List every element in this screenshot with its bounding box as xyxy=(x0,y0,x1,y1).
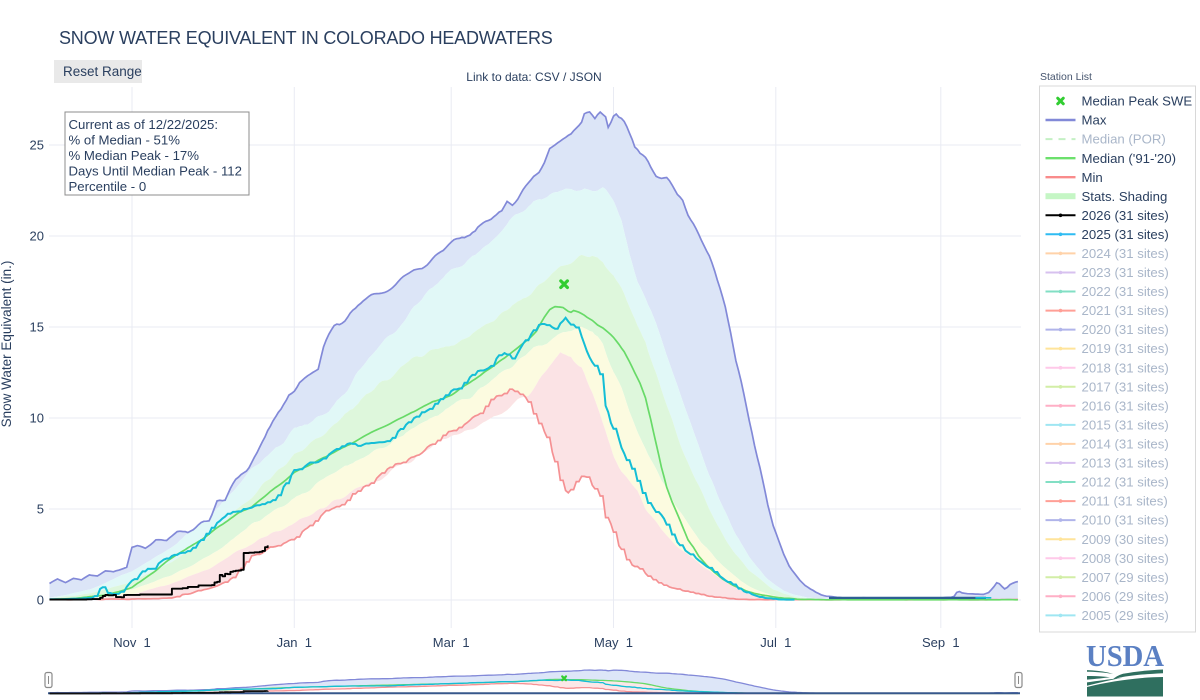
svg-text:Median Peak SWE: Median Peak SWE xyxy=(1082,94,1193,109)
svg-text:Current as of 12/22/2025:: Current as of 12/22/2025: xyxy=(69,117,219,132)
svg-text:2006 (29 sites): 2006 (29 sites) xyxy=(1082,589,1169,604)
svg-text:Percentile - 0: Percentile - 0 xyxy=(69,179,147,194)
svg-text:Max: Max xyxy=(1082,113,1107,128)
svg-text:2013 (31 sites): 2013 (31 sites) xyxy=(1082,456,1169,471)
svg-text:Jul 1: Jul 1 xyxy=(760,635,791,650)
svg-text:2005 (29 sites): 2005 (29 sites) xyxy=(1082,608,1169,623)
svg-text:Days Until Median Peak - 112: Days Until Median Peak - 112 xyxy=(69,164,242,179)
svg-text:2018 (31 sites): 2018 (31 sites) xyxy=(1082,360,1169,375)
svg-text:Nov 1: Nov 1 xyxy=(113,635,151,650)
svg-text:5: 5 xyxy=(37,502,44,517)
svg-text:2014 (31 sites): 2014 (31 sites) xyxy=(1082,437,1169,452)
svg-text:Min: Min xyxy=(1082,170,1103,185)
svg-text:Jan 1: Jan 1 xyxy=(277,635,312,650)
svg-text:2021 (31 sites): 2021 (31 sites) xyxy=(1082,303,1169,318)
svg-text:Mar 1: Mar 1 xyxy=(433,635,470,650)
svg-text:Median ('91-'20): Median ('91-'20) xyxy=(1082,151,1176,166)
svg-text:25: 25 xyxy=(30,138,44,153)
svg-text:Snow Water Equivalent (in.): Snow Water Equivalent (in.) xyxy=(0,261,14,428)
svg-text:2007 (29 sites): 2007 (29 sites) xyxy=(1082,570,1169,585)
svg-text:2010 (31 sites): 2010 (31 sites) xyxy=(1082,513,1169,528)
svg-text:Reset Range: Reset Range xyxy=(63,64,142,79)
svg-text:2019 (31 sites): 2019 (31 sites) xyxy=(1082,341,1169,356)
svg-text:USDA: USDA xyxy=(1086,638,1165,673)
svg-text:Station List: Station List xyxy=(1040,71,1092,83)
svg-text:2012 (31 sites): 2012 (31 sites) xyxy=(1082,475,1169,490)
svg-text:2024 (31 sites): 2024 (31 sites) xyxy=(1082,246,1169,261)
svg-text:May 1: May 1 xyxy=(594,635,633,650)
svg-text:Link to data: CSV / JSON: Link to data: CSV / JSON xyxy=(466,70,601,84)
svg-text:2008 (30 sites): 2008 (30 sites) xyxy=(1082,551,1169,566)
svg-text:2017 (31 sites): 2017 (31 sites) xyxy=(1082,379,1169,394)
svg-text:15: 15 xyxy=(30,320,44,335)
svg-text:2016 (31 sites): 2016 (31 sites) xyxy=(1082,398,1169,413)
svg-text:Sep 1: Sep 1 xyxy=(922,635,960,650)
svg-text:0: 0 xyxy=(37,593,44,608)
svg-text:2025 (31 sites): 2025 (31 sites) xyxy=(1082,227,1169,242)
svg-text:Median (POR): Median (POR) xyxy=(1082,132,1166,147)
svg-text:2009 (30 sites): 2009 (30 sites) xyxy=(1082,532,1169,547)
svg-text:2022 (31 sites): 2022 (31 sites) xyxy=(1082,284,1169,299)
svg-text:% of Median - 51%: % of Median - 51% xyxy=(69,133,181,148)
svg-text:Stats. Shading: Stats. Shading xyxy=(1082,189,1168,204)
svg-text:2015 (31 sites): 2015 (31 sites) xyxy=(1082,418,1169,433)
svg-text:SNOW WATER EQUIVALENT IN COLOR: SNOW WATER EQUIVALENT IN COLORADO HEADWA… xyxy=(59,28,553,48)
svg-text:% Median Peak - 17%: % Median Peak - 17% xyxy=(69,148,200,163)
svg-text:20: 20 xyxy=(30,229,44,244)
svg-text:2020 (31 sites): 2020 (31 sites) xyxy=(1082,322,1169,337)
svg-text:2023 (31 sites): 2023 (31 sites) xyxy=(1082,265,1169,280)
svg-text:2026 (31 sites): 2026 (31 sites) xyxy=(1082,208,1169,223)
svg-text:10: 10 xyxy=(30,411,44,426)
svg-text:2011 (31 sites): 2011 (31 sites) xyxy=(1082,494,1168,509)
